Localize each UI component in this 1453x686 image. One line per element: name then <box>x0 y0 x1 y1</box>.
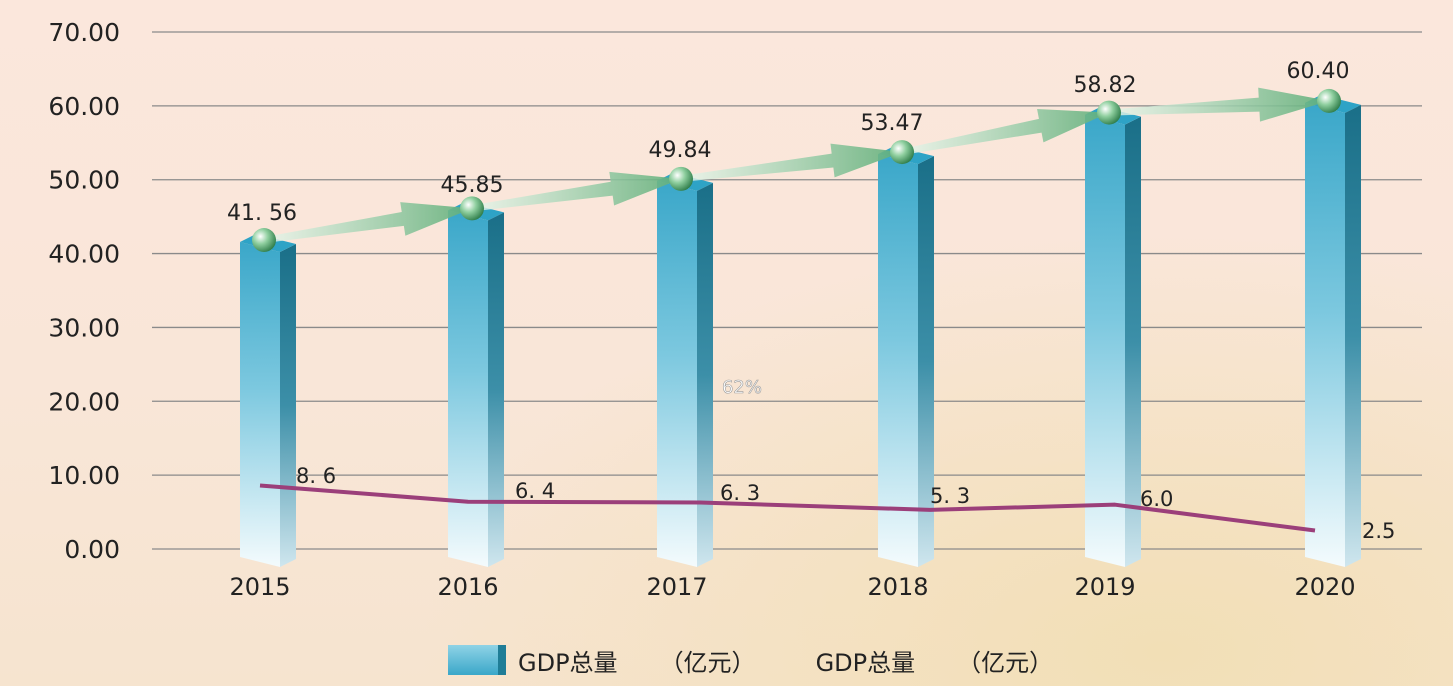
trend-arrow <box>263 202 472 244</box>
line-value-label: 6. 3 <box>720 481 760 505</box>
bar <box>448 202 504 568</box>
legend-unit-1: （亿元） <box>659 648 756 677</box>
bar-value-label: 60.40 <box>1287 59 1350 84</box>
bar-side <box>488 212 504 568</box>
legend: GDP总量 （亿元） GDP总量 （亿元） <box>448 640 1053 680</box>
y-tick-label: 0.00 <box>64 535 120 564</box>
bar-value-label: 58.82 <box>1074 73 1137 98</box>
bar-side <box>1345 104 1361 567</box>
x-tick-label: 2017 <box>646 573 707 601</box>
bar-side <box>697 182 713 567</box>
bar-value-label: 53.47 <box>861 111 924 136</box>
line-value-label: 5. 3 <box>930 484 970 508</box>
trend-marker <box>669 166 693 191</box>
trend-arrow <box>901 108 1109 156</box>
line-value-label: 6.0 <box>1140 487 1173 511</box>
line-value-label: 8. 6 <box>296 464 336 488</box>
bar-side <box>918 156 934 567</box>
y-tick-label: 20.00 <box>48 387 120 416</box>
y-tick-label: 10.00 <box>48 461 120 490</box>
bar <box>1305 94 1361 567</box>
x-tick-label: 2016 <box>437 573 498 601</box>
y-tick-label: 40.00 <box>48 240 120 269</box>
bar-value-label: 49.84 <box>649 138 712 163</box>
bar-front <box>240 242 280 567</box>
bar-front <box>657 180 697 567</box>
x-tick-label: 2018 <box>867 573 928 601</box>
bar <box>240 234 296 567</box>
y-tick-label: 50.00 <box>48 166 120 195</box>
growth-line <box>259 483 1316 533</box>
legend-label-2: GDP总量 <box>815 648 916 677</box>
annotation-label: 62% <box>722 377 762 398</box>
x-tick-label: 2020 <box>1294 573 1355 601</box>
legend-label-1: GDP总量 <box>518 648 618 677</box>
bar-front <box>1085 114 1125 567</box>
bar-side <box>1125 116 1141 567</box>
line-value-label: 2.5 <box>1362 519 1395 543</box>
legend-swatch-bar <box>448 645 506 675</box>
y-tick-label: 60.00 <box>48 92 120 121</box>
legend-unit-2: （亿元） <box>957 648 1054 677</box>
y-tick-label: 70.00 <box>48 18 120 47</box>
x-tick-label: 2019 <box>1074 573 1135 601</box>
trend-arrow <box>680 143 902 182</box>
bar <box>1085 106 1141 567</box>
bar-value-label: 45.85 <box>441 173 504 198</box>
bar <box>878 146 934 567</box>
trend-marker <box>1317 88 1341 113</box>
trend-arrow <box>1108 87 1329 122</box>
x-tick-label: 2015 <box>229 573 290 601</box>
trend-marker <box>252 228 276 253</box>
line-value-label: 6. 4 <box>515 479 555 503</box>
trend-marker <box>1097 100 1121 125</box>
y-tick-label: 30.00 <box>48 313 120 342</box>
trend-arrow <box>471 171 681 212</box>
bar-front <box>1305 102 1345 567</box>
trend-marker <box>460 196 484 221</box>
trend-marker <box>890 140 914 165</box>
bar-front <box>878 154 918 567</box>
bar <box>657 172 713 567</box>
bar-value-label: 41. 56 <box>227 201 297 226</box>
bar-side <box>280 244 296 567</box>
bar-front <box>448 210 488 568</box>
